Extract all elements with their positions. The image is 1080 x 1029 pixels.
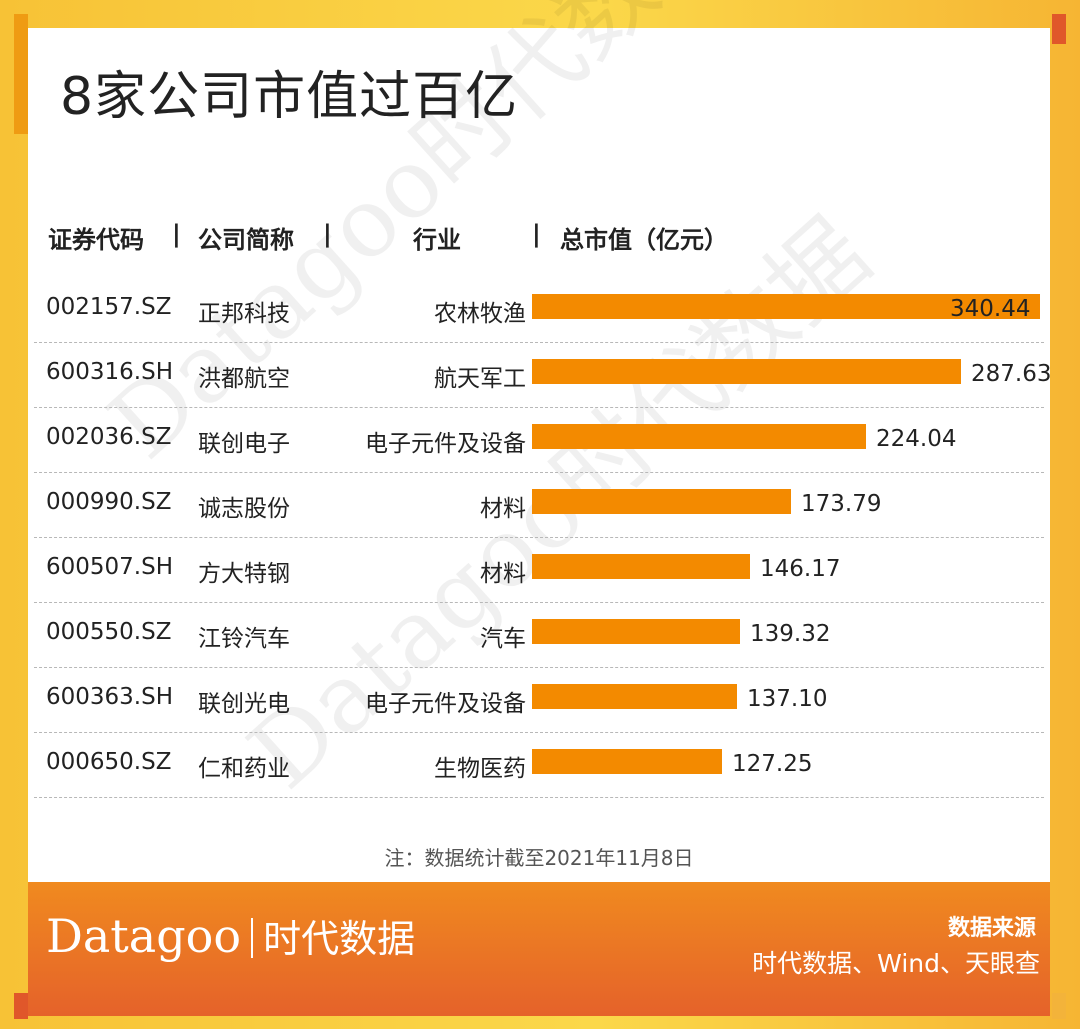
- industry-label: 电子元件及设备: [365, 691, 526, 717]
- company-name: 方大特钢: [198, 561, 290, 587]
- table-row: 000650.SZ 仁和药业 生物医药 127.25: [28, 733, 1050, 798]
- stock-code: 600316.SH: [46, 359, 174, 385]
- data-label: 146.17: [760, 556, 841, 582]
- table-row: 600363.SH 联创光电 电子元件及设备 137.10: [28, 668, 1050, 733]
- bar: [532, 684, 737, 709]
- bar: [532, 554, 750, 579]
- row-divider: [34, 797, 1044, 798]
- industry-label: 农林牧渔: [434, 301, 526, 327]
- table-row: 600316.SH 洪都航空 航天军工 287.63: [28, 343, 1052, 408]
- data-label: 139.32: [750, 621, 831, 647]
- table-row: 000550.SZ 江铃汽车 汽车 139.32: [28, 603, 1050, 668]
- footnote: 注：数据统计截至2021年11月8日: [384, 846, 694, 870]
- data-label: 224.04: [876, 426, 957, 452]
- data-label: 287.63: [971, 361, 1052, 387]
- accent-right: [1052, 14, 1066, 44]
- brand-name-cn: 时代数据: [263, 917, 416, 961]
- company-name: 江铃汽车: [198, 626, 290, 652]
- company-name: 联创光电: [198, 691, 290, 717]
- data-label: 137.10: [747, 686, 828, 712]
- row-divider: [34, 667, 1044, 668]
- table-row: 002157.SZ 正邦科技 农林牧渔 340.44: [28, 278, 1050, 343]
- company-name: 诚志股份: [198, 496, 290, 522]
- header-name: 公司简称: [198, 226, 294, 254]
- bar: [532, 749, 722, 774]
- company-name: 联创电子: [198, 431, 290, 457]
- industry-label: 汽车: [480, 626, 526, 652]
- brand-divider: [251, 918, 254, 958]
- row-divider: [34, 602, 1044, 603]
- stock-code: 000650.SZ: [46, 749, 172, 775]
- company-name: 洪都航空: [198, 366, 290, 392]
- row-divider: [34, 342, 1044, 343]
- brand-name: Datagoo: [46, 909, 242, 963]
- chart-title: 8家公司市值过百亿: [60, 67, 519, 127]
- data-label: 127.25: [732, 751, 813, 777]
- header-separator: |: [323, 220, 332, 248]
- row-divider: [34, 407, 1044, 408]
- table-row: 600507.SH 方大特钢 材料 146.17: [28, 538, 1050, 603]
- row-divider: [34, 537, 1044, 538]
- source-title: 数据来源: [947, 916, 1036, 941]
- accent-left: [14, 14, 28, 134]
- header-industry: 行业: [413, 226, 461, 254]
- stock-code: 600363.SH: [46, 684, 174, 710]
- stock-code: 000550.SZ: [46, 619, 172, 645]
- header-separator: |: [172, 220, 181, 248]
- bar: [532, 359, 961, 384]
- brand-logo: Datagoo 时代数据: [46, 908, 415, 963]
- header-value: 总市值（亿元）: [560, 226, 728, 254]
- stock-code: 000990.SZ: [46, 489, 172, 515]
- accent-right-bottom: [1052, 993, 1066, 1019]
- header-code: 证券代码: [48, 226, 144, 254]
- data-label: 173.79: [801, 491, 882, 517]
- stock-code: 600507.SH: [46, 554, 174, 580]
- chart-card: Datagoo时代数据 Datagoo时代数据 8家公司市值过百亿 证券代码 |…: [28, 0, 1052, 882]
- header-separator: |: [532, 220, 541, 248]
- industry-label: 航天军工: [434, 366, 526, 392]
- industry-label: 材料: [480, 561, 526, 587]
- industry-label: 生物医药: [434, 756, 526, 782]
- source-text: 时代数据、Wind、天眼查: [752, 949, 1040, 978]
- row-divider: [34, 732, 1044, 733]
- bar: [532, 294, 1040, 319]
- bar: [532, 424, 866, 449]
- footer: Datagoo 时代数据 数据来源 时代数据、Wind、天眼查: [28, 882, 1050, 1016]
- stock-code: 002157.SZ: [46, 294, 172, 320]
- table-row: 002036.SZ 联创电子 电子元件及设备 224.04: [28, 408, 1050, 473]
- industry-label: 材料: [480, 496, 526, 522]
- table-row: 000990.SZ 诚志股份 材料 173.79: [28, 473, 1050, 538]
- industry-label: 电子元件及设备: [365, 431, 526, 457]
- company-name: 仁和药业: [198, 756, 290, 782]
- accent-left-bottom: [14, 993, 28, 1019]
- bar: [532, 619, 740, 644]
- stock-code: 002036.SZ: [46, 424, 172, 450]
- bar: [532, 489, 791, 514]
- company-name: 正邦科技: [198, 301, 290, 327]
- data-label: 340.44: [950, 296, 1031, 322]
- row-divider: [34, 472, 1044, 473]
